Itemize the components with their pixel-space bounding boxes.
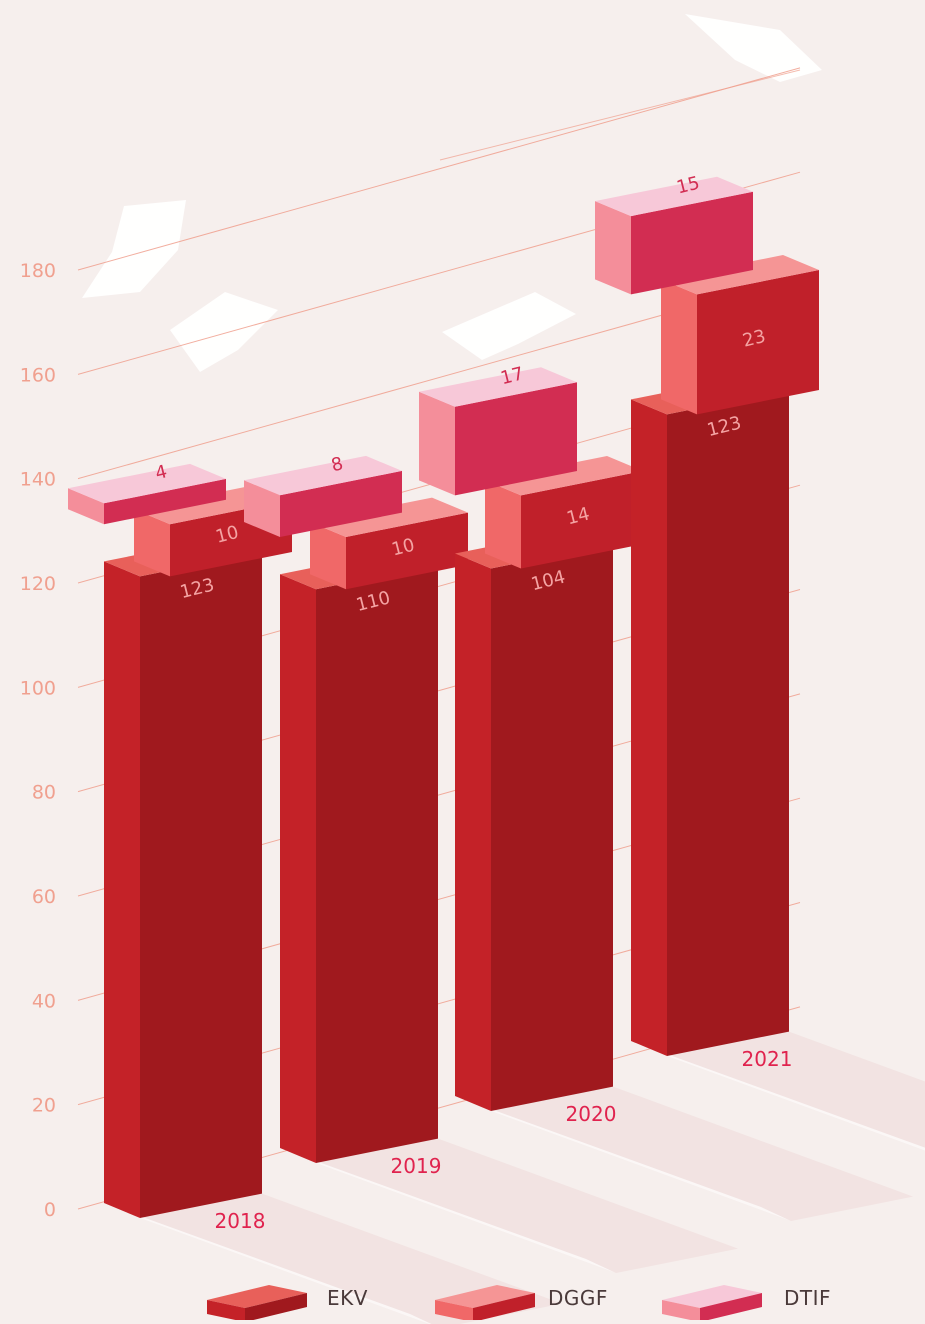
legend-swatch-ekv-side: [207, 1300, 245, 1320]
x-category-label-2018: 2018: [215, 1209, 266, 1233]
bar-ekv-2020-side: [455, 553, 491, 1111]
y-tick-label-60: 60: [32, 886, 56, 908]
bar-ekv-2019-side: [280, 574, 316, 1163]
bar-dtif-2018: [104, 478, 226, 525]
bar-ekv-2018: [140, 552, 262, 1218]
bar-dtif-2021-side: [595, 201, 631, 295]
bar-dtif-2021-top: [595, 176, 753, 217]
legend-swatch-dggf-top: [435, 1285, 535, 1308]
legend-swatch-ekv: [207, 1285, 307, 1320]
bar-dggf-2021-top: [661, 255, 819, 295]
bar-shadow-2019: [316, 1138, 738, 1273]
y-tick-label-80: 80: [32, 782, 56, 804]
legend-swatch-dtif-side: [662, 1300, 700, 1320]
legend-swatch-ekv-top: [207, 1285, 307, 1308]
y-tick-label-40: 40: [32, 990, 56, 1012]
bar-dggf-2019-side: [310, 522, 346, 590]
legend-label-dtif: DTIF: [784, 1286, 832, 1310]
y-tick-label-160: 160: [20, 364, 56, 386]
bar-dggf-2019: [346, 512, 468, 590]
bar-highlight-2020: [455, 1096, 791, 1221]
bar-ekv-2021-side: [631, 399, 667, 1056]
legend-swatch-dtif-top: [662, 1285, 762, 1308]
bar-dggf-2020-side: [485, 480, 521, 569]
y-tick-label-0: 0: [44, 1199, 56, 1221]
bar-shadow-2020: [491, 1086, 913, 1221]
paper-decoration-2: [170, 292, 278, 372]
legend-swatch-dggf: [435, 1285, 535, 1320]
bar-dtif-2018-side: [68, 488, 104, 525]
y-tick-label-140: 140: [20, 469, 56, 491]
paper-decoration-4: [685, 14, 822, 82]
bar-dggf-2018-side: [134, 509, 170, 577]
bar-shadow-2021: [667, 1031, 925, 1151]
floating-papers: [82, 14, 822, 372]
y-tick-label-100: 100: [20, 677, 56, 699]
legend-item-dggf: DGGF: [433, 1276, 633, 1320]
bar-dtif-2020-side: [419, 391, 455, 496]
y-tick-label-20: 20: [32, 1095, 56, 1117]
legend-item-ekv: EKV: [205, 1276, 405, 1320]
paper-decoration-3: [442, 292, 576, 360]
x-category-label-2021: 2021: [742, 1047, 793, 1071]
bar-ekv-2018-side: [104, 561, 140, 1218]
legend-swatch-dtif: [662, 1285, 762, 1320]
x-category-label-2020: 2020: [566, 1102, 617, 1126]
bar-highlight-2019: [280, 1148, 616, 1273]
bar-dggf-2021-side: [661, 279, 697, 415]
gridline-upper: [439, 69, 801, 161]
bar-ekv-2020: [491, 544, 613, 1111]
x-category-label-2019: 2019: [391, 1154, 442, 1178]
bar-shadows: [104, 1031, 925, 1324]
bar-dggf-2020-top: [485, 456, 643, 496]
bar-highlight-2018: [104, 1203, 432, 1324]
bar-shadow-2018: [140, 1193, 562, 1324]
bar-dggf-2021: [697, 270, 819, 415]
bar-dtif-2020-top: [419, 367, 577, 407]
y-tick-label-180: 180: [20, 260, 56, 282]
legend-label-ekv: EKV: [327, 1286, 368, 1310]
paper-decoration-1: [82, 200, 186, 298]
legend-label-dggf: DGGF: [548, 1286, 608, 1310]
y-tick-label-120: 120: [20, 573, 56, 595]
bar-dggf-2019-top: [310, 497, 468, 537]
bar-dggf-2020: [521, 471, 643, 569]
bar-dtif-2019-top: [244, 455, 402, 496]
gridline-180: [77, 67, 801, 271]
value-label-dtif-2018: 4: [153, 461, 169, 484]
legend-swatch-dggf-front: [473, 1293, 535, 1320]
value-label-dtif-2019: 8: [329, 453, 345, 476]
bar-stacks: [68, 176, 819, 1218]
legend: EKV DGGF DTIF: [0, 1268, 925, 1324]
legend-item-dtif: DTIF: [660, 1276, 880, 1320]
bar-dtif-2018-top: [68, 463, 226, 504]
bar-dtif-2019: [280, 470, 402, 537]
bar-highlight-2021: [631, 1041, 925, 1151]
legend-swatch-dggf-side: [435, 1300, 473, 1320]
bar-dtif-2020: [455, 382, 577, 496]
bar-ekv-2019: [316, 564, 438, 1163]
legend-swatch-ekv-front: [245, 1293, 307, 1320]
bar-ekv-2021: [667, 390, 789, 1056]
bar-dtif-2019-side: [244, 480, 280, 537]
bar-dtif-2021: [631, 191, 753, 295]
legend-swatch-dtif-front: [700, 1293, 762, 1320]
